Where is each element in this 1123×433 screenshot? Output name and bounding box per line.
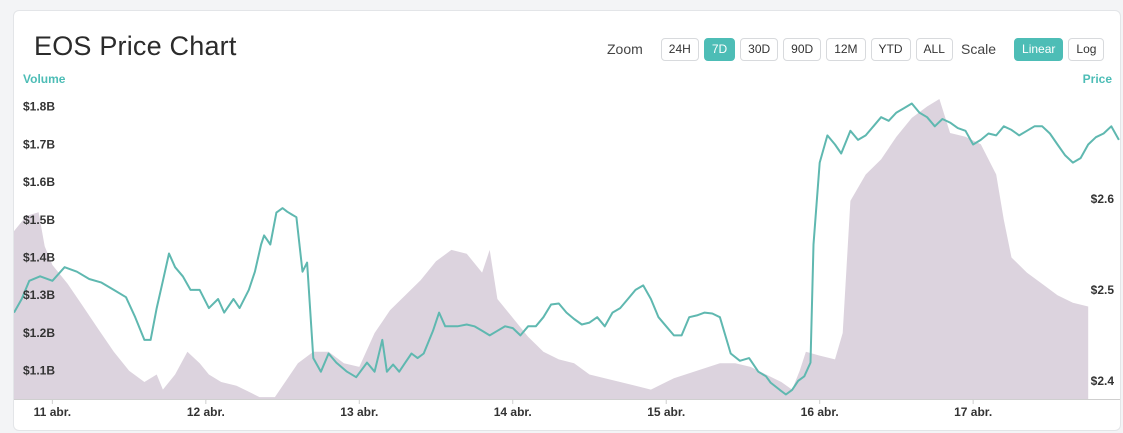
volume-area xyxy=(14,99,1089,399)
zoom-ytd-button[interactable]: YTD xyxy=(870,37,911,61)
zoom-label: Zoom xyxy=(607,41,643,57)
x-tick-label: 11 abr. xyxy=(34,405,71,419)
x-tick-label: 12 abr. xyxy=(187,405,225,419)
volume-tick-label: $1.7B xyxy=(23,137,55,151)
volume-axis-title: Volume xyxy=(23,72,66,86)
volume-tick-label: $1.3B xyxy=(23,288,55,302)
price-volume-chart: $1.8B $1.7B $1.6B $1.5B $1.4B $1.3B $1.2B $1.1B… xyxy=(14,99,1120,419)
chart-title: EOS Price Chart xyxy=(34,31,237,61)
zoom-30d-button[interactable]: 30D xyxy=(740,37,779,61)
price-line xyxy=(14,102,1120,396)
scale-log-button[interactable]: Log xyxy=(1068,37,1105,61)
scale-controls: Scale Linear Log xyxy=(961,37,1109,61)
volume-tick-label: $1.2B xyxy=(23,326,55,340)
zoom-90d-button[interactable]: 90D xyxy=(783,37,822,61)
chart-card: EOS Price Chart Zoom 24H 7D 30D 90D 12M … xyxy=(13,10,1121,431)
zoom-all-button[interactable]: ALL xyxy=(915,37,953,61)
scale-label: Scale xyxy=(961,41,997,57)
price-tick-label: $2.5 xyxy=(1091,283,1115,297)
zoom-24h-button[interactable]: 24H xyxy=(660,37,699,61)
x-tick-label: 16 abr. xyxy=(801,405,839,419)
price-axis-title: Price xyxy=(1082,72,1112,86)
scale-linear-button[interactable]: Linear xyxy=(1014,37,1064,61)
volume-tick-label: $1.1B xyxy=(23,364,55,378)
zoom-12m-button[interactable]: 12M xyxy=(826,37,866,61)
volume-tick-label: $1.8B xyxy=(23,100,55,114)
volume-tick-label: $1.6B xyxy=(23,175,55,189)
x-tick-label: 14 abr. xyxy=(494,405,532,419)
volume-tick-label: $1.5B xyxy=(23,213,55,227)
volume-tick-label: $1.4B xyxy=(23,250,55,264)
price-tick-label: $2.4 xyxy=(1091,374,1115,388)
price-tick-label: $2.6 xyxy=(1091,192,1115,206)
zoom-7d-button[interactable]: 7D xyxy=(703,37,736,61)
zoom-controls: Zoom 24H 7D 30D 90D 12M YTD ALL xyxy=(607,37,958,61)
x-tick-label: 13 abr. xyxy=(340,405,378,419)
x-tick-label: 17 abr. xyxy=(954,405,992,419)
x-tick-label: 15 abr. xyxy=(647,405,685,419)
